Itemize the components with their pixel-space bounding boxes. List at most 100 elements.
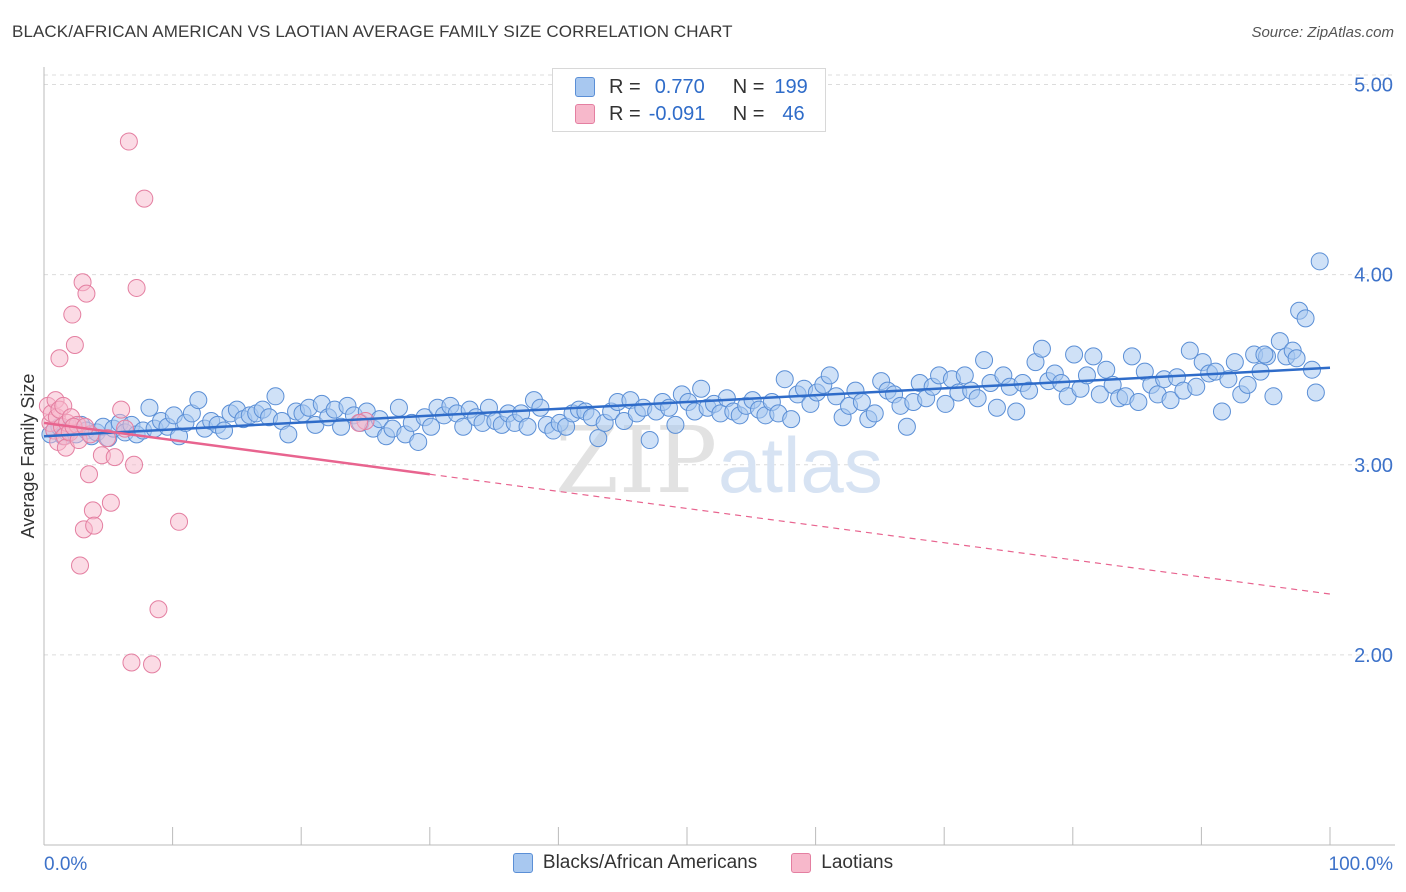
legend-item-blacks: Blacks/African Americans — [512, 852, 758, 874]
point-blacks — [189, 391, 208, 410]
point-blacks — [1270, 332, 1289, 351]
point-laotians — [119, 132, 138, 151]
watermark-zip: ZIP — [555, 407, 717, 514]
point-laotians — [125, 455, 144, 474]
point-blacks — [1084, 347, 1103, 366]
legend-r-label: R = — [609, 102, 641, 125]
point-blacks — [332, 417, 351, 436]
point-blacks — [1264, 387, 1283, 406]
point-laotians — [122, 653, 141, 672]
point-laotians — [80, 465, 99, 484]
point-blacks — [968, 389, 987, 408]
point-blacks — [1287, 349, 1306, 368]
point-blacks — [975, 351, 994, 370]
legend-swatch-pink — [791, 853, 812, 873]
point-blacks — [775, 370, 794, 389]
point-blacks — [389, 398, 408, 417]
point-laotians — [101, 493, 120, 512]
point-blacks — [827, 387, 846, 406]
point-blacks — [1225, 353, 1244, 372]
point-laotians — [105, 448, 124, 467]
point-laotians — [127, 278, 146, 297]
point-blacks — [518, 417, 537, 436]
point-laotians — [143, 655, 162, 674]
point-blacks — [1212, 402, 1231, 421]
point-blacks — [1122, 347, 1141, 366]
point-blacks — [1129, 393, 1148, 412]
y-tick-label: 3.00 — [1354, 455, 1393, 477]
point-blacks — [1296, 309, 1315, 328]
source-credit: Source: ZipAtlas.com — [1251, 24, 1394, 41]
point-blacks — [987, 398, 1006, 417]
trend-line-laotians — [43, 421, 430, 476]
point-blacks — [666, 415, 685, 434]
chart-title: BLACK/AFRICAN AMERICAN VS LAOTIAN AVERAG… — [12, 22, 733, 41]
legend-r-label: R = — [609, 75, 641, 98]
point-laotians — [83, 501, 102, 520]
point-laotians — [135, 189, 154, 208]
point-blacks — [640, 431, 659, 450]
point-blacks — [266, 387, 285, 406]
point-blacks — [820, 366, 839, 385]
point-blacks — [589, 429, 608, 448]
grid-lines — [44, 74, 1395, 656]
point-blacks — [215, 421, 234, 440]
watermark-atlas: atlas — [718, 421, 883, 509]
point-blacks — [1097, 360, 1116, 379]
y-tick-label: 2.00 — [1354, 645, 1393, 667]
point-blacks — [1032, 339, 1051, 358]
y-tick-label: 5.00 — [1354, 75, 1393, 97]
legend-n-label: N = — [732, 75, 765, 98]
point-laotians — [63, 305, 82, 324]
series-legend: Blacks/African Americans Laotians — [0, 852, 1406, 874]
legend-item-laotians: Laotians — [791, 852, 893, 874]
point-blacks — [1180, 341, 1199, 360]
point-blacks — [782, 410, 801, 429]
legend-row-laotians: R = -0.091 N = 46 — [575, 101, 805, 127]
trend-line-laotians-extension — [429, 473, 1331, 595]
point-blacks — [454, 417, 473, 436]
point-blacks — [531, 398, 550, 417]
point-blacks — [936, 394, 955, 413]
watermark: ZIP atlas — [555, 407, 883, 514]
point-blacks — [1007, 402, 1026, 421]
point-laotians — [50, 349, 69, 368]
point-blacks — [1161, 391, 1180, 410]
point-blacks — [140, 398, 159, 417]
point-blacks — [1065, 345, 1084, 364]
point-blacks — [1255, 345, 1274, 364]
legend-n-value: 199 — [774, 75, 808, 98]
point-blacks — [1306, 383, 1325, 402]
point-laotians — [71, 556, 90, 575]
legend-r-value: -0.091 — [648, 102, 706, 125]
x-tick-label-max: 100.0% — [1329, 854, 1394, 875]
point-laotians — [85, 516, 104, 535]
legend-label-laotians: Laotians — [821, 852, 894, 873]
point-blacks — [1090, 385, 1109, 404]
point-blacks — [409, 432, 428, 451]
legend-row-blacks: R = 0.770 N = 199 — [575, 74, 808, 100]
point-blacks — [1187, 377, 1206, 396]
x-tick-label-min: 0.0% — [44, 854, 87, 875]
point-blacks — [955, 366, 974, 385]
point-laotians — [170, 512, 189, 531]
legend-n-label: N = — [732, 102, 765, 125]
axes — [43, 67, 1395, 846]
trend-lines — [43, 366, 1331, 595]
point-laotians — [77, 284, 96, 303]
legend-swatch-blue — [575, 77, 595, 97]
correlation-legend: R = 0.770 N = 199 R = -0.091 N = 46 — [552, 68, 826, 132]
trend-line-blacks — [43, 366, 1331, 438]
legend-label-blacks: Blacks/African Americans — [542, 852, 758, 873]
point-blacks — [692, 379, 711, 398]
point-laotians — [65, 335, 84, 354]
legend-swatch-blue — [512, 853, 533, 873]
point-blacks — [1020, 381, 1039, 400]
point-blacks — [279, 425, 298, 444]
y-axis-label: Average Family Size — [18, 374, 38, 539]
point-blacks — [897, 417, 916, 436]
tick-labels: 2.00 3.00 4.00 5.00 0.0% 100.0% — [44, 75, 1393, 875]
point-laotians — [149, 600, 168, 619]
legend-swatch-pink — [575, 104, 595, 124]
